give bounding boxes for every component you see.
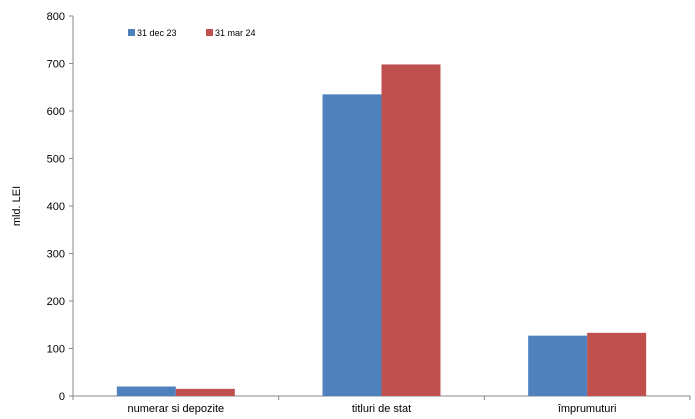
- y-tick-label: 100: [47, 344, 65, 356]
- bar: [116, 386, 176, 396]
- y-tick-label: 0: [59, 391, 65, 403]
- y-tick-label: 400: [47, 201, 65, 213]
- legend-label: 31 mar 24: [215, 28, 256, 38]
- plot-area: 0 100 200 300 400 500 600 700 800 numerar si depo…: [47, 11, 691, 415]
- bar: [587, 332, 647, 396]
- y-tick-label: 600: [47, 106, 65, 118]
- x-category-label: împrumuturi: [557, 403, 617, 415]
- bar: [528, 335, 588, 396]
- legend-swatch: [206, 29, 213, 36]
- legend: 31 dec 23 31 mar 24: [128, 28, 256, 38]
- x-category-label: numerar si depozite: [128, 403, 225, 415]
- legend-label: 31 dec 23: [137, 28, 177, 38]
- bar: [175, 388, 235, 396]
- x-category-label: titluri de stat: [352, 403, 411, 415]
- y-axis-title: mld. LEI: [11, 186, 23, 226]
- y-tick-label: 700: [47, 59, 65, 71]
- legend-swatch: [128, 29, 135, 36]
- bar: [322, 94, 382, 396]
- y-tick-label: 300: [47, 249, 65, 261]
- y-tick-label: 800: [47, 11, 65, 23]
- y-tick-label: 200: [47, 296, 65, 308]
- y-tick-label: 500: [47, 154, 65, 166]
- bar: [381, 64, 441, 396]
